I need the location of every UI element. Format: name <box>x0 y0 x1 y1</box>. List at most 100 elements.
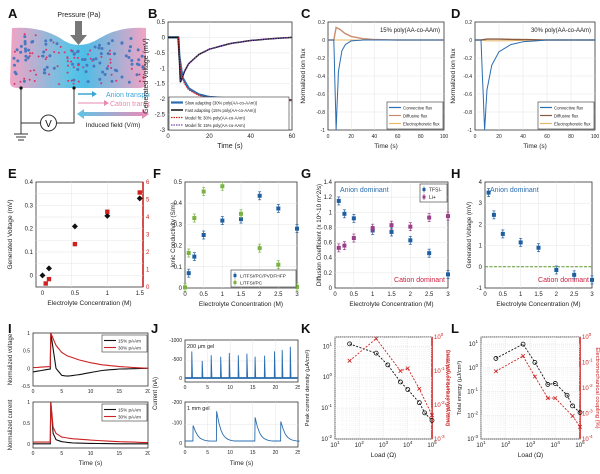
cation-particle <box>70 79 73 82</box>
chart-g: 0 0.5 1 1.5 2 2.5 3 1.4 1.2 1 0.8 0.6 0.4 0.2 0 Electro… <box>316 180 450 308</box>
y-axis-label-right: Peak power density (μW/cm²) <box>444 350 450 426</box>
tick-label: 105 <box>427 440 437 449</box>
induced-field-label: Induced field (V/m) <box>86 122 141 129</box>
tick-label: 20 <box>496 134 502 140</box>
tick-label: 15 <box>116 451 122 457</box>
cation-particle <box>100 82 103 85</box>
panel-a: A Pressure (Pa) <box>0 0 160 160</box>
data-point <box>536 245 541 250</box>
data-point <box>389 223 394 228</box>
tick-label: 101 <box>476 440 486 449</box>
legend <box>419 183 448 203</box>
tick-label: 0 <box>27 366 30 372</box>
panel-k: K 101 102 103 104 105 101 100 10-1 10-2 100 10-1 10-… <box>295 315 450 469</box>
cation-particle <box>87 53 89 56</box>
anion-particle <box>48 54 52 58</box>
tick-label: 60 <box>395 134 401 140</box>
tick-label: 10-2 <box>582 383 593 392</box>
tick-label: 1.5 <box>387 292 396 298</box>
data-point <box>429 417 435 423</box>
legend-entry: Convective flux <box>554 106 584 111</box>
tick-label: 15 <box>250 450 256 456</box>
cation-particle <box>109 58 112 61</box>
tick-label: -1 <box>468 128 473 134</box>
panel-label: L <box>451 321 459 336</box>
cation-particle <box>37 55 40 58</box>
chart-c: 0 20 40 60 80 100 0.2 0 -0.2 -0.4 -0.6 -0.8 -1 Time (… <box>300 20 448 150</box>
data-point <box>500 231 505 236</box>
x-axis-label: Load (Ω) <box>371 452 396 459</box>
tick-label: 1.2 <box>324 195 333 201</box>
cation-particle <box>63 51 66 54</box>
anion-particle <box>124 54 128 58</box>
tick-label: -200 <box>172 400 182 406</box>
legend-entry: LiTFSI/PC/PVDFHFP <box>240 274 286 280</box>
tick-label: 80 <box>568 134 574 140</box>
series-line <box>349 337 433 416</box>
tick-label: 0.5 <box>71 291 80 297</box>
tick-label: 100 <box>591 134 600 140</box>
tick-label: 10 <box>88 389 94 395</box>
data-point <box>351 216 356 221</box>
anion-particle <box>15 48 19 52</box>
anion-particle <box>91 58 95 62</box>
legend-entry: Model fit: 15% poly(AA-co-AAm) <box>185 123 246 128</box>
tick-label: -1.5 <box>155 82 166 88</box>
data-point <box>553 396 558 401</box>
anion-particle <box>101 70 105 74</box>
tick-label: 103 <box>379 440 389 449</box>
panel-b: B 0 20 40 60 0.5 0 -0.5 -1 -1.5 -2 -2.5 -3 Time (s) Ge… <box>140 0 300 160</box>
cation-particle <box>100 55 103 58</box>
tick-label: 0.5 <box>23 421 30 427</box>
anion-particle <box>45 65 49 69</box>
legend-entry: 30% pAAm <box>118 415 141 420</box>
cation-particle <box>115 79 118 82</box>
x-axis-label: Time (s) <box>374 143 398 150</box>
y-axis-label: Ionic Conductivity (S/m) <box>170 202 177 267</box>
legend <box>230 269 297 288</box>
data-point <box>405 387 411 392</box>
tick-label: 5 <box>60 451 63 457</box>
tick-label: 1 <box>329 210 333 216</box>
tick-label: 15 <box>250 385 256 391</box>
data-point <box>422 410 428 416</box>
legend-entry: TFSI- <box>429 188 442 194</box>
tick-label: 0.5 <box>499 292 508 298</box>
data-point <box>416 400 422 406</box>
tick-label: 10-2 <box>434 400 445 409</box>
tick-label: 40 <box>247 134 254 140</box>
data-point <box>554 267 559 272</box>
cation-particle <box>130 67 133 70</box>
anion-particle <box>128 49 131 53</box>
data-point <box>408 224 413 229</box>
cation-particle <box>29 69 32 72</box>
tick-label: 101 <box>469 339 479 348</box>
data-point <box>220 184 225 189</box>
data-point <box>491 212 496 217</box>
cation-particle <box>73 56 76 59</box>
annotation-cation-dominant: Cation dominant <box>538 277 589 284</box>
tick-label: 0 <box>146 285 150 291</box>
anion-particle <box>72 52 76 56</box>
tick-label: 4 <box>479 180 483 186</box>
annotation: 30% poly(AA-co-AAm) <box>531 28 591 34</box>
data-point <box>276 262 281 267</box>
tick-label: 0.3 <box>25 203 34 209</box>
tick-label: 0.5 <box>157 20 166 26</box>
tick-label: 0 <box>162 35 166 41</box>
tick-label: 1.5 <box>534 292 543 298</box>
panel-i: I 0 5 10 15 20 1 0.5 0 -0.5 Normalized voltage 15% … <box>0 315 151 469</box>
anion-particle <box>26 56 30 60</box>
data-point <box>239 211 243 216</box>
data-point <box>552 381 558 386</box>
tick-label: 1 <box>106 291 110 297</box>
data-point <box>545 382 551 387</box>
legend-swatch <box>233 281 237 284</box>
data-point <box>39 272 46 279</box>
data-point <box>577 424 583 429</box>
series-line <box>475 39 595 131</box>
tick-label: 0 <box>32 389 35 395</box>
data-point <box>192 254 197 259</box>
cation-particle <box>67 79 70 82</box>
